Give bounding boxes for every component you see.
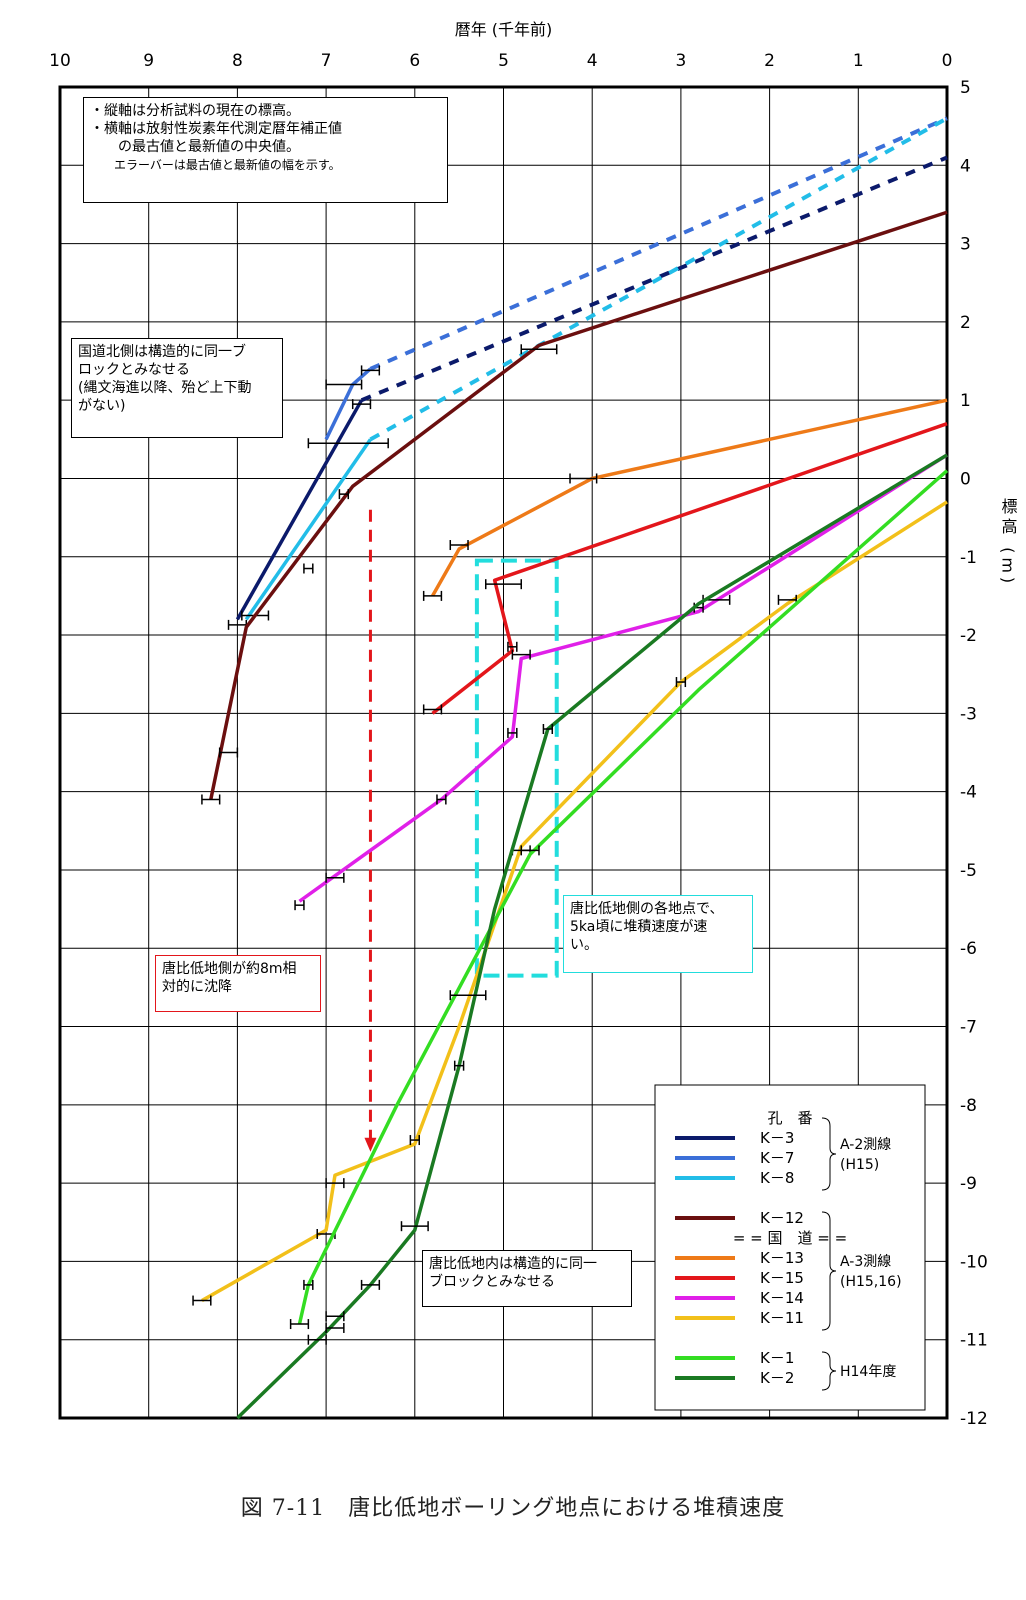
legend-header: 孔 番 <box>767 1109 812 1127</box>
figure-caption: 図 7-11 唐比低地ボーリング地点における堆積速度 <box>240 1496 786 1521</box>
y-tick-label: -2 <box>960 626 977 646</box>
north-note-line: (縄文海進以降、殆ど上下動 <box>78 380 252 396</box>
legend-group-label: H14年度 <box>840 1364 896 1380</box>
x-tick-label: 2 <box>764 51 775 71</box>
rapid-sedimentation-box <box>474 558 559 978</box>
legend-entry-label: K－14 <box>760 1289 804 1307</box>
axis-note-box: ・縦軸は分析試料の現在の標高。 ・横軸は放射性炭素年代測定暦年補正値 の最古値と… <box>83 97 448 203</box>
lowland-block-note: 唐比低地内は構造的に同一 ブロックとみなせる <box>422 1250 632 1307</box>
y-tick-label: 5 <box>960 78 971 98</box>
legend-entry-label: K－12 <box>760 1209 804 1227</box>
rapid-rate-note: 唐比低地側の各地点で、 5ka頃に堆積速度が速 い。 <box>563 895 753 973</box>
x-tick-label: 10 <box>49 51 71 71</box>
y-tick-label: -4 <box>960 783 977 803</box>
series-k-3-line <box>235 399 364 621</box>
legend-divider: = = 国 道 = = <box>733 1229 847 1247</box>
subsidence-note-line: 対的に沈降 <box>162 979 232 995</box>
rate-note-line: い。 <box>570 937 598 953</box>
legend-entry-label: K－3 <box>760 1129 794 1147</box>
y-tick-label: -8 <box>960 1096 977 1116</box>
lowland-note-line: 唐比低地内は構造的に同一 <box>429 1256 597 1272</box>
y-tick-label: -3 <box>960 704 977 724</box>
north-note-line: 国道北側は構造的に同一ブ <box>78 344 246 360</box>
y-tick-label: -10 <box>960 1252 988 1272</box>
legend-group-brace <box>821 1117 837 1191</box>
y-tick-label: -12 <box>960 1409 988 1429</box>
series-k-12-line <box>209 210 948 800</box>
series-k-15-line <box>431 422 948 715</box>
north-note-line: がない) <box>78 398 126 414</box>
y-tick-label: 1 <box>960 391 971 411</box>
x-tick-label: 3 <box>675 51 686 71</box>
subsidence-arrow-head <box>364 1137 377 1152</box>
legend-group-brace <box>821 1351 837 1391</box>
y-axis-label: 標高 (m) <box>999 498 1018 587</box>
series-k-13-line <box>431 398 948 597</box>
legend-entry-label: K－7 <box>760 1149 794 1167</box>
series-k-8-extrapolation <box>369 116 948 442</box>
y-tick-label: -1 <box>960 548 977 568</box>
axis-note-line: ・横軸は放射性炭素年代測定暦年補正値 <box>90 121 342 137</box>
legend-group-label: A-3測線 <box>840 1254 891 1270</box>
legend-entry-label: K－8 <box>760 1169 794 1187</box>
rate-note-line: 5ka頃に堆積速度が速 <box>570 919 708 935</box>
legend-entry-label: K－2 <box>760 1369 794 1387</box>
series-k-3-extrapolation <box>360 155 948 403</box>
plot-frame <box>58 85 949 1420</box>
legend-group-brace <box>821 1211 837 1331</box>
y-tick-label: 4 <box>960 156 971 176</box>
y-tick-label: -6 <box>960 939 977 959</box>
axis-note-line: の最古値と最新値の中央値。 <box>90 139 300 155</box>
legend-entry-label: K－15 <box>760 1269 804 1287</box>
axis-note-line: ・縦軸は分析試料の現在の標高。 <box>90 103 300 119</box>
north-note-line: ロックとみなせる <box>78 362 190 378</box>
x-tick-label: 5 <box>498 51 509 71</box>
y-tick-label: 3 <box>960 235 971 255</box>
y-tick-label: -7 <box>960 1018 977 1038</box>
y-tick-label: -5 <box>960 861 977 881</box>
rate-note-line: 唐比低地側の各地点で、 <box>570 901 724 917</box>
series-k-14-line <box>298 453 948 903</box>
lowland-note-line: ブロックとみなせる <box>429 1274 555 1290</box>
legend-group-label: A-2測線 <box>840 1137 891 1153</box>
x-tick-label: 6 <box>409 51 420 71</box>
legend-entry-label: K－1 <box>760 1349 794 1367</box>
legend-group-label: (H15) <box>840 1157 879 1173</box>
y-tick-label: 2 <box>960 313 971 333</box>
x-tick-label: 4 <box>587 51 598 71</box>
x-axis-label: 暦年 (千年前) <box>455 20 553 39</box>
x-tick-label: 1 <box>853 51 864 71</box>
x-tick-label: 8 <box>232 51 243 71</box>
series-k-7-extrapolation <box>369 116 948 371</box>
legend-entry-label: K－11 <box>760 1309 804 1327</box>
subsidence-note-line: 唐比低地側が約8m相 <box>162 961 297 977</box>
x-tick-label: 0 <box>942 51 953 71</box>
x-tick-label: 9 <box>143 51 154 71</box>
series-k-8-line <box>244 438 372 621</box>
y-tick-label: -9 <box>960 1174 977 1194</box>
north-block-note: 国道北側は構造的に同一ブ ロックとみなせる (縄文海進以降、殆ど上下動 がない) <box>71 338 283 438</box>
subsidence-note: 唐比低地側が約8m相 対的に沈降 <box>155 955 321 1012</box>
series-k-1-line <box>297 469 949 1325</box>
series-k-11-line <box>201 500 948 1303</box>
axis-note-line: エラーバーは最古値と最新値の幅を示す。 <box>90 158 341 172</box>
y-tick-label: -11 <box>960 1331 988 1351</box>
legend-entry-label: K－13 <box>760 1249 804 1267</box>
y-tick-label: 0 <box>960 469 971 489</box>
legend-group-label: (H15,16) <box>840 1274 902 1290</box>
x-tick-label: 7 <box>321 51 332 71</box>
